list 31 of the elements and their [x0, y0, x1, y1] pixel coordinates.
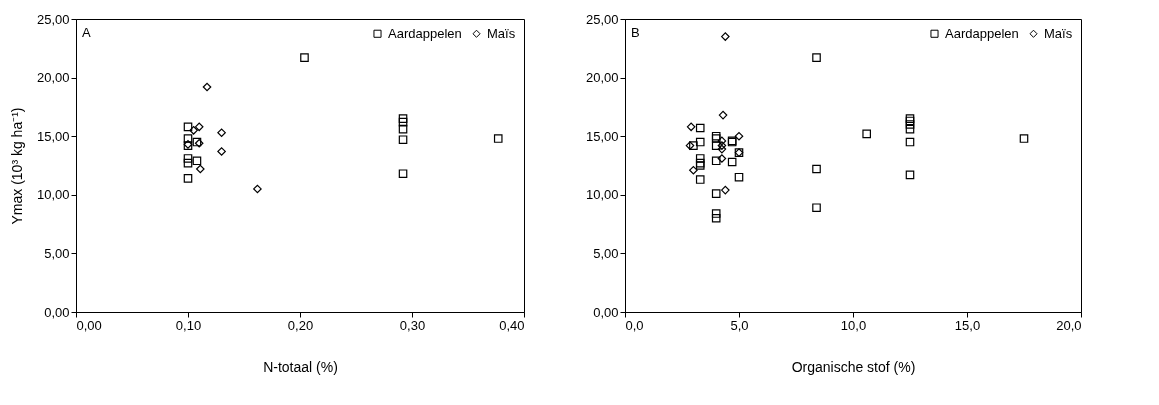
- legend-label: Maïs: [1044, 25, 1073, 41]
- x-tick-label: 15,0: [954, 317, 981, 333]
- y-tick-label: 20,00: [36, 70, 70, 86]
- x-tick-label: 0,20: [287, 317, 314, 333]
- x-tick-label: 0,40: [499, 317, 525, 333]
- y-tick-label: 15,00: [585, 128, 619, 144]
- x-tick-label: 10,0: [840, 317, 867, 333]
- y-tick-label: 10,00: [585, 187, 619, 203]
- x-tick-label: 5,0: [730, 317, 749, 333]
- legend-label: Maïs: [487, 25, 516, 41]
- y-tick-label: 15,00: [36, 128, 70, 144]
- y-tick-label: 10,00: [36, 187, 70, 203]
- annotation: A: [82, 25, 91, 40]
- x-tick-label: 0,10: [175, 317, 202, 333]
- y-tick-label: 25,00: [36, 11, 70, 27]
- x-tick-label: 0,0: [625, 317, 644, 333]
- legend-label: Aardappelen: [388, 25, 462, 41]
- x-tick-label: 0,30: [399, 317, 426, 333]
- x-tick-label: 0,00: [76, 317, 102, 333]
- x-axis-title: Organische stof (%): [791, 358, 916, 375]
- annotation: B: [631, 25, 640, 40]
- y-axis-title: Ymax (10³ kg ha⁻¹): [8, 107, 25, 225]
- y-tick-label: 5,00: [44, 245, 70, 261]
- y-tick-label: 20,00: [585, 70, 619, 86]
- y-tick-label: 0,00: [44, 304, 70, 320]
- legend-label: Aardappelen: [945, 25, 1019, 41]
- y-tick-label: 0,00: [593, 304, 619, 320]
- y-tick-label: 5,00: [593, 245, 619, 261]
- y-tick-label: 25,00: [585, 11, 619, 27]
- x-tick-label: 20,0: [1056, 317, 1082, 333]
- x-axis-title: N-totaal (%): [263, 358, 338, 375]
